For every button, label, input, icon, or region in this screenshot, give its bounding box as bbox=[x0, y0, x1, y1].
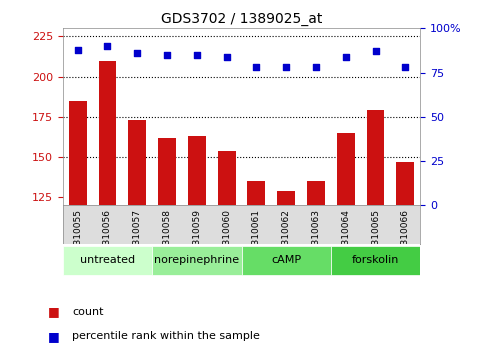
Bar bbox=[277, 191, 295, 354]
Text: GSM310057: GSM310057 bbox=[133, 209, 142, 264]
Text: GSM310061: GSM310061 bbox=[252, 209, 261, 264]
FancyBboxPatch shape bbox=[152, 246, 242, 275]
Point bbox=[104, 43, 112, 49]
Text: GSM310062: GSM310062 bbox=[282, 209, 291, 264]
Bar bbox=[128, 120, 146, 354]
Text: ■: ■ bbox=[48, 330, 60, 343]
FancyBboxPatch shape bbox=[63, 246, 152, 275]
Bar bbox=[307, 181, 325, 354]
Text: forskolin: forskolin bbox=[352, 255, 399, 265]
Bar bbox=[99, 61, 116, 354]
Point bbox=[163, 52, 171, 58]
Point bbox=[401, 64, 409, 70]
Point bbox=[312, 64, 320, 70]
Text: GSM310055: GSM310055 bbox=[73, 209, 82, 264]
Point bbox=[282, 64, 290, 70]
Text: GSM310064: GSM310064 bbox=[341, 209, 350, 264]
Point bbox=[342, 54, 350, 59]
Point bbox=[74, 47, 82, 52]
Bar bbox=[397, 162, 414, 354]
Point bbox=[223, 54, 230, 59]
FancyBboxPatch shape bbox=[242, 246, 331, 275]
Bar bbox=[337, 133, 355, 354]
Point bbox=[253, 64, 260, 70]
Text: GSM310059: GSM310059 bbox=[192, 209, 201, 264]
Text: untreated: untreated bbox=[80, 255, 135, 265]
Point bbox=[372, 48, 380, 54]
Point bbox=[133, 50, 141, 56]
Text: count: count bbox=[72, 307, 104, 316]
Text: GSM310060: GSM310060 bbox=[222, 209, 231, 264]
FancyBboxPatch shape bbox=[331, 246, 420, 275]
Bar bbox=[69, 101, 86, 354]
Text: norepinephrine: norepinephrine bbox=[154, 255, 240, 265]
Text: percentile rank within the sample: percentile rank within the sample bbox=[72, 331, 260, 341]
Text: GSM310063: GSM310063 bbox=[312, 209, 320, 264]
Text: GSM310065: GSM310065 bbox=[371, 209, 380, 264]
Bar bbox=[367, 110, 384, 354]
Bar bbox=[188, 136, 206, 354]
Text: ■: ■ bbox=[48, 305, 60, 318]
Bar bbox=[247, 181, 265, 354]
Bar bbox=[158, 138, 176, 354]
Text: GSM310056: GSM310056 bbox=[103, 209, 112, 264]
Bar bbox=[218, 150, 236, 354]
Text: GSM310058: GSM310058 bbox=[163, 209, 171, 264]
Point bbox=[193, 52, 201, 58]
Text: cAMP: cAMP bbox=[271, 255, 301, 265]
Title: GDS3702 / 1389025_at: GDS3702 / 1389025_at bbox=[161, 12, 322, 26]
Text: GSM310066: GSM310066 bbox=[401, 209, 410, 264]
